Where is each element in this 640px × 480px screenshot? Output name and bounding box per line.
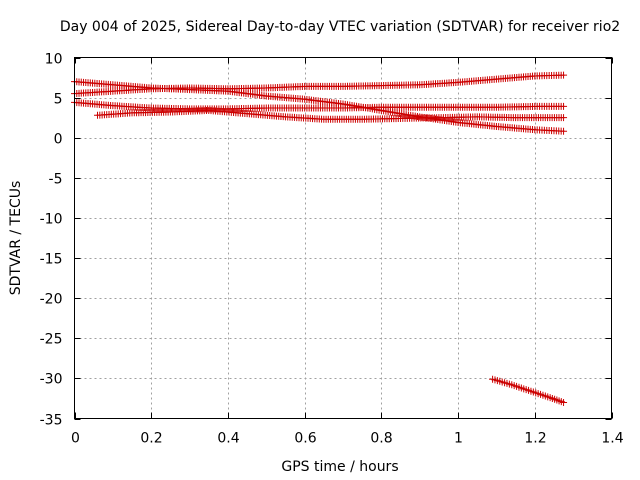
y-tick-label: 10 [45,52,63,68]
y-tick-label: -20 [40,292,63,308]
data-point [560,71,568,79]
y-tick-label: 5 [54,92,63,108]
x-tick-label: 1 [454,431,463,447]
chart-markers [71,71,568,406]
data-point [560,398,568,406]
x-tick-label: 0 [71,431,80,447]
x-tick-label: 0.6 [294,431,316,447]
series-sat-c [71,98,568,113]
axis-ticks [74,57,613,420]
x-tick-label: 0.2 [140,431,162,447]
y-tick-label: -35 [40,413,63,429]
y-tick-label: -10 [40,212,63,228]
y-tick-label: 0 [54,132,63,148]
x-tick-label: 1.2 [524,431,546,447]
data-point [560,114,568,122]
axis-tick-labels: 0 0.2 0.4 0.6 0.8 1 1.2 1.4 -35 -30 -25 -20 -15 -10 -5… [40,52,624,447]
y-tick-label: -25 [40,332,63,348]
chart-title: Day 004 of 2025, Sidereal Day-to-day VTE… [60,19,620,35]
data-point [560,102,568,110]
y-tick-label: -30 [40,372,63,388]
y-tick-label: -15 [40,252,63,268]
data-point [560,127,568,135]
y-tick-label: -5 [49,172,63,188]
series-sat-b [71,71,568,98]
x-tick-label: 1.4 [601,431,623,447]
plot-frame [74,57,612,419]
series-sat-e [489,375,568,406]
x-tick-label: 0.8 [370,431,392,447]
x-axis-label: GPS time / hours [281,459,398,475]
x-tick-label: 0.4 [217,431,239,447]
series-sat-d [94,106,568,123]
y-axis-label: SDTVAR / TECUs [8,181,24,296]
